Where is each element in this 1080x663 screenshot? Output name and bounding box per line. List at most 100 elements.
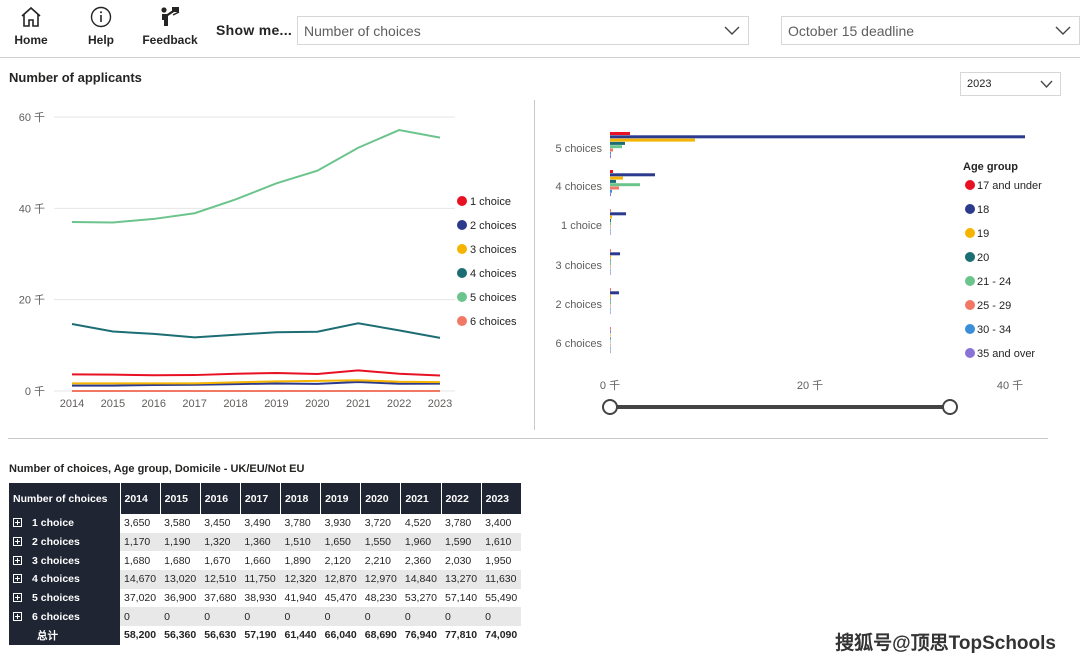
- row-header[interactable]: 6 choices: [9, 607, 120, 627]
- chevron-down-icon: [724, 26, 740, 35]
- bar-chart: 0 千 20 千 40 千 5 choices 4 choices 1 choice 3 c…: [556, 132, 1042, 415]
- bar: [610, 272, 611, 276]
- table-cell: 3,400: [485, 517, 512, 530]
- bar: [610, 265, 611, 269]
- bar: [610, 307, 611, 311]
- bar: [610, 222, 611, 226]
- table-cell: 1,680: [124, 554, 151, 567]
- category-label: 1 choice: [561, 220, 602, 232]
- total-cell: 77,810: [445, 629, 478, 642]
- year-dropdown[interactable]: 2023: [960, 72, 1061, 96]
- legend-marker: [457, 220, 467, 230]
- table-cell: 0: [160, 607, 201, 627]
- table-cell: 1,660: [244, 554, 271, 567]
- row-header[interactable]: 3 choices: [9, 551, 120, 571]
- bar: [610, 215, 612, 219]
- legend-marker: [965, 180, 975, 190]
- table-cell: 1,680: [164, 554, 191, 567]
- row-header[interactable]: 2 choices: [9, 532, 120, 552]
- column-header-year[interactable]: 2019: [320, 483, 362, 514]
- column-header-year[interactable]: 2023: [481, 483, 522, 514]
- measure-dropdown[interactable]: Number of choices: [297, 16, 749, 45]
- table-cell: 0: [240, 607, 281, 627]
- legend-label: 35 and over: [977, 348, 1035, 360]
- row-label: 5 choices: [32, 592, 80, 605]
- bar: [610, 155, 611, 159]
- expand-icon[interactable]: [13, 518, 22, 528]
- column-header-year[interactable]: 2014: [120, 483, 161, 514]
- x-tick-label: 2018: [223, 398, 247, 410]
- column-header-year[interactable]: 2015: [160, 483, 201, 514]
- column-header-year[interactable]: 2021: [400, 483, 442, 514]
- legend-title: Age group: [963, 161, 1018, 173]
- bar: [610, 170, 613, 173]
- expand-icon[interactable]: [13, 537, 22, 547]
- column-header-year[interactable]: 2022: [441, 483, 482, 514]
- row-header[interactable]: 5 choices: [9, 588, 120, 608]
- y-tick-label: 40 千: [19, 202, 45, 215]
- chevron-down-icon: [1040, 80, 1053, 88]
- table-cell: 2,120: [324, 554, 351, 567]
- table-cell: 0: [360, 607, 401, 627]
- column-header-year[interactable]: 2016: [200, 483, 241, 514]
- row-header[interactable]: 1 choice: [9, 514, 120, 533]
- bar: [610, 297, 611, 301]
- divider: [534, 100, 535, 430]
- x-tick-label: 2015: [101, 398, 125, 410]
- bar: [610, 212, 626, 216]
- bar: [610, 173, 655, 177]
- table-cell: 0: [320, 607, 361, 627]
- home-icon: [21, 6, 41, 27]
- category-label: 2 choices: [556, 299, 603, 311]
- total-cell: 57,190: [244, 629, 277, 642]
- table-cell: 37,680: [204, 592, 237, 605]
- table-cell: 3,490: [244, 517, 271, 530]
- y-tick-label: 60 千: [19, 111, 45, 124]
- table-cell: 2,030: [445, 554, 472, 567]
- row-label: 3 choices: [32, 554, 80, 567]
- table-cell: 1,670: [204, 554, 231, 567]
- chevron-down-icon: [1055, 26, 1071, 35]
- x-tick-label: 2014: [60, 398, 84, 410]
- total-cell: 58,200: [124, 629, 157, 642]
- bar: [610, 343, 611, 347]
- range-slider-handle[interactable]: [942, 399, 958, 415]
- legend-label: 25 - 29: [977, 300, 1011, 312]
- row-header[interactable]: 4 choices: [9, 570, 120, 589]
- expand-icon[interactable]: [13, 555, 22, 565]
- bar: [610, 249, 611, 252]
- feedback-button[interactable]: Feedback: [139, 6, 201, 47]
- column-header-year[interactable]: 2018: [280, 483, 322, 514]
- help-button[interactable]: Help: [70, 6, 132, 47]
- table-cell: 1,960: [400, 532, 441, 552]
- expand-icon[interactable]: [13, 611, 22, 621]
- row-label: 1 choice: [32, 517, 75, 530]
- table-cell: 1,190: [160, 532, 201, 552]
- column-header-choices[interactable]: Number of choices: [9, 483, 121, 514]
- line-chart: 0 千 20 千 40 千 60 千 2014 2015 2016 2017 2018 2019 2…: [19, 111, 517, 410]
- row-label: 6 choices: [32, 610, 80, 623]
- table-cell: 0: [481, 607, 522, 627]
- expand-icon[interactable]: [13, 593, 22, 603]
- bar: [610, 232, 611, 236]
- table-cell: 2,210: [364, 554, 392, 567]
- feedback-icon: [161, 7, 180, 26]
- table-cell: 3,930: [324, 517, 351, 530]
- bar: [610, 183, 640, 187]
- column-header-year[interactable]: 2017: [240, 483, 282, 514]
- category-label: 4 choices: [556, 181, 603, 193]
- bar: [610, 330, 611, 334]
- table-cell: 1,590: [441, 532, 482, 552]
- table-cell: 1,550: [360, 532, 401, 552]
- legend-label: 5 choices: [470, 292, 517, 304]
- home-button[interactable]: Home: [0, 6, 62, 47]
- range-slider-handle[interactable]: [602, 399, 618, 415]
- bar: [610, 340, 611, 344]
- column-header-year[interactable]: 2020: [360, 483, 402, 514]
- expand-icon[interactable]: [13, 574, 22, 584]
- legend-label: 17 and under: [977, 180, 1042, 192]
- series-line-2: [71, 381, 441, 387]
- table-cell: 1,170: [120, 532, 161, 552]
- x-tick-label: 2019: [264, 398, 288, 410]
- deadline-dropdown[interactable]: October 15 deadline: [781, 16, 1080, 45]
